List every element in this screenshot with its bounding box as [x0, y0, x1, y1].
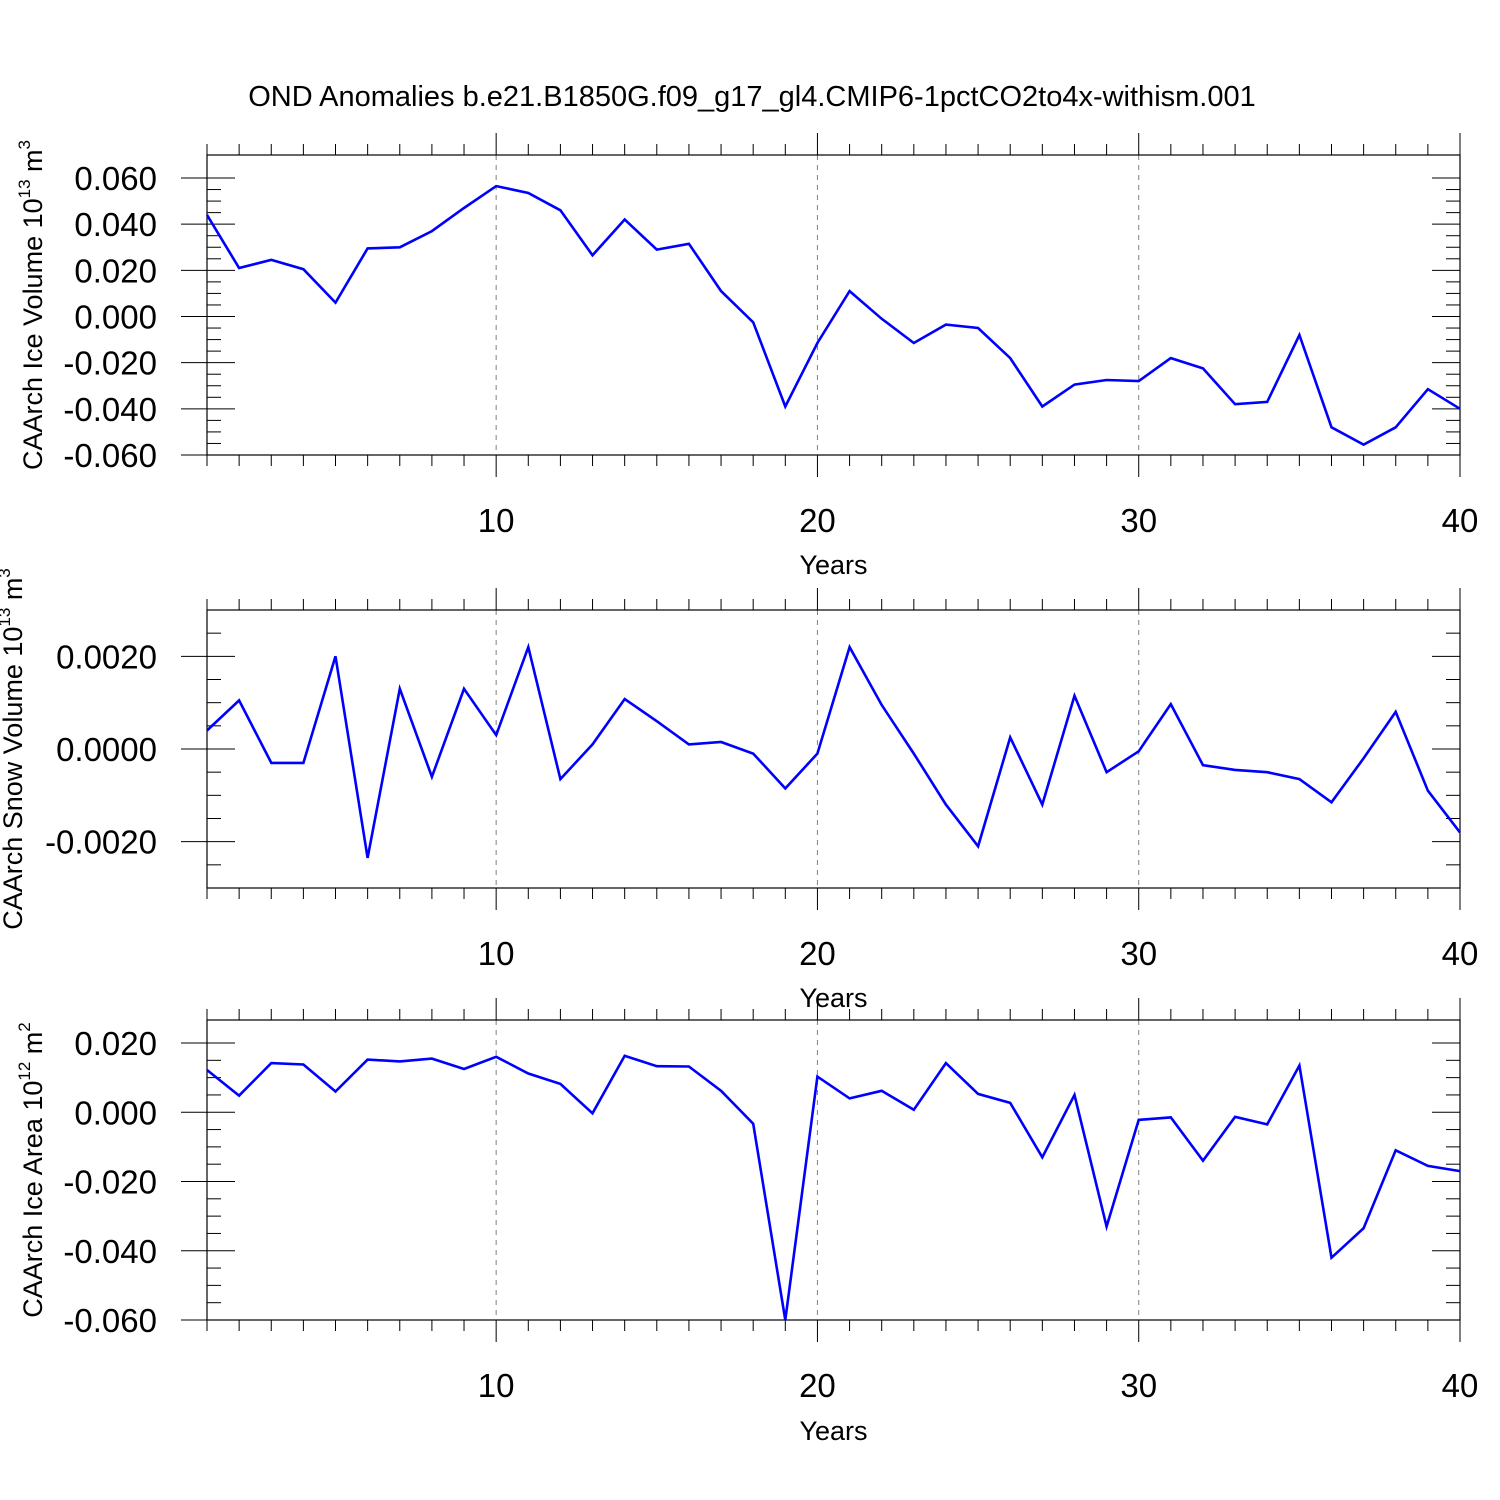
y-tick-label: -0.040 — [63, 1233, 157, 1270]
y-tick-label: -0.0020 — [45, 824, 157, 861]
x-tick-label: 20 — [799, 935, 836, 972]
figure-title: OND Anomalies b.e21.B1850G.f09_g17_gl4.C… — [248, 81, 1255, 113]
series-line — [206, 642, 1462, 859]
y-tick-label: 0.000 — [74, 299, 157, 336]
x-axis-label: Years — [799, 550, 867, 580]
y-axis-label-main: CAArch Ice Volume 10 — [18, 198, 48, 470]
y-axis-label-unit-exponent: 2 — [15, 1022, 34, 1031]
y-tick-label: 0.040 — [74, 206, 157, 243]
y-axis-label-exponent: 13 — [0, 608, 14, 627]
y-axis-label: CAArch Snow Volume 1013 m3 — [0, 568, 28, 930]
x-tick-label: 10 — [478, 1367, 515, 1404]
plot-frame — [206, 609, 1461, 889]
y-tick-label: 0.0020 — [56, 638, 157, 675]
y-tick-label: -0.020 — [63, 345, 157, 382]
x-tick-label: 40 — [1442, 502, 1479, 539]
plot-frame — [206, 154, 1461, 456]
x-tick-label: 40 — [1442, 1367, 1479, 1404]
x-tick-label: 40 — [1442, 935, 1479, 972]
y-axis-label-unit: m — [0, 578, 28, 608]
y-axis-label-main: CAArch Snow Volume 10 — [0, 627, 28, 930]
y-axis-label-unit: m — [18, 149, 48, 179]
series-line — [206, 1054, 1461, 1321]
x-tick-label: 30 — [1120, 935, 1157, 972]
panel-1: 10 20 30 40 0.060 0.040 0.020 0.000 -0.020 -0.040… — [15, 133, 1478, 580]
plot-frame — [206, 1019, 1461, 1321]
x-tick-label: 30 — [1120, 1367, 1157, 1404]
y-tick-label: -0.060 — [63, 1302, 157, 1339]
y-tick-label: -0.040 — [63, 391, 157, 428]
x-axis-label: Years — [799, 983, 867, 1013]
y-tick-label: 0.0000 — [56, 731, 157, 768]
y-axis-label-unit-exponent: 3 — [15, 140, 34, 149]
y-axis-label-main: CAArch Ice Area 10 — [18, 1081, 48, 1318]
y-tick-label: -0.060 — [63, 437, 157, 474]
y-axis-label: CAArch Ice Volume 1013 m3 — [15, 140, 48, 470]
y-tick-label: 0.000 — [74, 1094, 157, 1131]
panel-2: 10 20 30 40 0.0020 0.0000 -0.0020 Years CAArch S… — [0, 568, 1478, 1013]
y-tick-label: 0.060 — [74, 160, 157, 197]
series-line — [205, 184, 1461, 447]
y-tick-label: -0.020 — [63, 1164, 157, 1201]
x-tick-label: 20 — [799, 502, 836, 539]
x-tick-label: 10 — [478, 502, 515, 539]
y-axis-label-exponent: 13 — [15, 179, 34, 198]
y-tick-label: 0.020 — [74, 252, 157, 289]
y-axis-label-exponent: 12 — [15, 1062, 34, 1081]
y-tick-label: 0.020 — [74, 1025, 157, 1062]
y-axis-label: CAArch Ice Area 1012 m2 — [15, 1022, 48, 1318]
x-tick-label: 30 — [1120, 502, 1157, 539]
x-tick-label: 10 — [478, 935, 515, 972]
panel-3: 10 20 30 40 0.020 0.000 -0.020 -0.040 -0.060 Year… — [15, 998, 1478, 1446]
x-axis-label: Years — [799, 1416, 867, 1446]
y-axis-label-unit-exponent: 3 — [0, 568, 14, 577]
x-tick-label: 20 — [799, 1367, 836, 1404]
y-axis-label-unit: m — [18, 1032, 48, 1062]
